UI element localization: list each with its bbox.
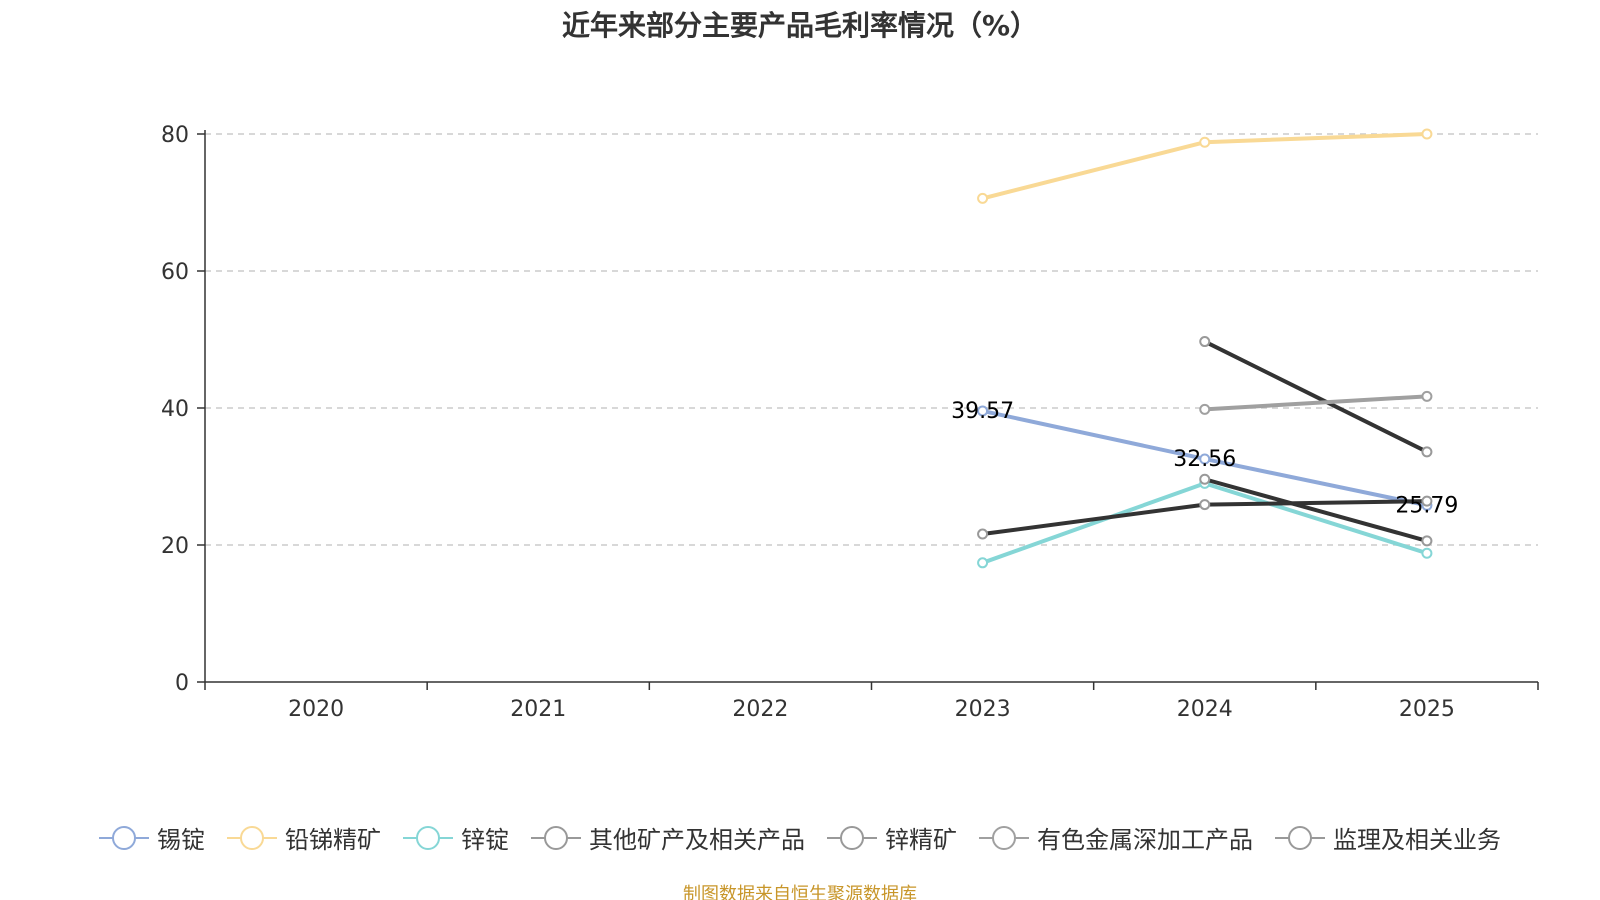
x-tick-label: 2025 xyxy=(1399,697,1455,722)
legend-label: 监理及相关业务 xyxy=(1333,826,1501,854)
data-point xyxy=(1421,128,1433,140)
series-line-4 xyxy=(1204,477,1428,543)
legend-label: 其他矿产及相关产品 xyxy=(589,826,805,854)
legend-item[interactable]: 其他矿产及相关产品 xyxy=(531,820,805,855)
chart-legend: 锡锭 铅锑精矿 锌锭 其他矿产及相关产品 锌精矿 有色金属深加工产品 监理及相关业务 xyxy=(0,820,1600,855)
legend-item[interactable]: 铅锑精矿 xyxy=(227,820,381,855)
data-point xyxy=(1421,446,1433,458)
legend-item[interactable]: 监理及相关业务 xyxy=(1275,820,1501,855)
y-tick-label: 60 xyxy=(161,260,189,285)
legend-item[interactable]: 锌精矿 xyxy=(827,820,957,855)
data-point xyxy=(977,405,989,417)
x-tick-label: 2023 xyxy=(955,697,1011,722)
legend-marker-icon xyxy=(827,825,877,851)
series-line-3 xyxy=(1203,339,1428,454)
data-point xyxy=(977,557,989,569)
data-label: 39.57 xyxy=(951,399,1014,424)
data-point xyxy=(1199,473,1211,485)
x-tick-label: 2024 xyxy=(1177,697,1233,722)
x-tick-label: 2022 xyxy=(732,697,788,722)
y-tick-label: 40 xyxy=(161,397,189,422)
legend-marker-icon xyxy=(227,825,277,851)
data-point xyxy=(1199,336,1211,348)
x-tick-label: 2021 xyxy=(510,697,566,722)
series-line-5 xyxy=(1204,394,1428,412)
data-point xyxy=(1199,403,1211,415)
data-point xyxy=(1199,136,1211,148)
legend-marker-icon xyxy=(99,825,149,851)
legend-label: 锌锭 xyxy=(461,826,509,854)
legend-marker-icon xyxy=(1275,825,1325,851)
x-tick-label: 2020 xyxy=(288,697,344,722)
legend-label: 有色金属深加工产品 xyxy=(1037,826,1253,854)
legend-item[interactable]: 有色金属深加工产品 xyxy=(979,820,1253,855)
line-chart: 0 20 40 60 80 2020 2021 2022 2023 2024 2025 39.57 32… xyxy=(161,123,1539,722)
legend-marker-icon xyxy=(531,825,581,851)
legend-label: 锌精矿 xyxy=(885,826,957,854)
data-point xyxy=(1421,535,1433,547)
source-note: 制图数据来自恒生聚源数据库 xyxy=(683,884,917,900)
y-tick-label: 0 xyxy=(175,671,189,696)
legend-marker-icon xyxy=(403,825,453,851)
legend-item[interactable]: 锡锭 xyxy=(99,820,205,855)
chart-title: 近年来部分主要产品毛利率情况（%） xyxy=(561,9,1039,42)
legend-marker-icon xyxy=(979,825,1029,851)
y-tick-label: 80 xyxy=(161,123,189,148)
data-point xyxy=(1421,390,1433,402)
data-point xyxy=(1199,499,1211,511)
data-point xyxy=(1421,495,1433,507)
legend-label: 铅锑精矿 xyxy=(285,826,381,854)
data-point xyxy=(977,528,989,540)
legend-label: 锡锭 xyxy=(157,826,205,854)
data-label: 32.56 xyxy=(1173,447,1236,472)
legend-item[interactable]: 锌锭 xyxy=(403,820,509,855)
data-point xyxy=(1421,547,1433,559)
data-label: 25.79 xyxy=(1395,493,1458,518)
data-point xyxy=(1199,453,1211,465)
y-tick-label: 20 xyxy=(161,534,189,559)
data-point xyxy=(977,192,989,204)
